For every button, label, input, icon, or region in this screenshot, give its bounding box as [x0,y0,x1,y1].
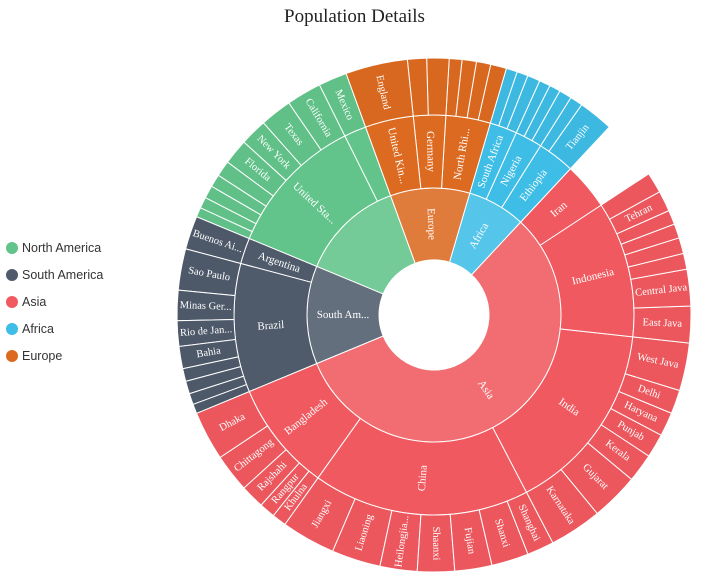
region-segment[interactable] [587,424,650,481]
region-segment[interactable] [600,407,662,457]
region-segment[interactable] [498,71,529,130]
chart-legend: North America South America Asia Africa Euro… [6,234,103,369]
segment-label: South Am... [317,309,370,321]
region-segment[interactable] [332,498,393,567]
legend-item[interactable]: Europe [6,342,103,369]
region-segment[interactable] [455,58,478,119]
region-segment[interactable] [260,462,310,517]
center-hole [379,260,489,370]
region-segment[interactable] [182,356,242,382]
region-segment[interactable] [620,223,680,256]
region-segment[interactable] [288,84,346,151]
legend-label: Africa [22,321,54,336]
region-segment[interactable] [610,390,673,436]
region-segment[interactable] [178,338,240,370]
region-segment[interactable] [426,57,450,116]
region-segment[interactable] [199,197,257,233]
region-segment[interactable] [600,173,661,220]
legend-label: Asia [22,294,47,309]
region-segment[interactable] [243,122,302,182]
segment-label: Germany [424,131,437,173]
region-segment[interactable] [548,103,610,170]
chart-title: Population Details [284,6,425,27]
region-segment[interactable] [624,336,691,392]
region-segment[interactable] [515,80,551,138]
region-segment[interactable] [608,191,670,235]
region-segment[interactable] [195,390,269,459]
region-segment[interactable] [204,185,262,225]
region-segment[interactable] [188,375,248,406]
segment-label: Fujian [462,527,477,556]
region-segment[interactable] [379,509,422,572]
region-segment[interactable] [539,96,583,153]
region-segment[interactable] [506,75,541,134]
region-segment[interactable] [416,513,456,573]
segment-label: Bahia [196,345,222,360]
region-segment[interactable] [627,252,688,280]
region-segment[interactable] [531,90,572,147]
region-segment[interactable] [466,60,492,121]
legend-label: North America [22,240,102,255]
segment-label: China [416,464,430,491]
legend-marker-icon [6,295,18,308]
region-segment[interactable] [226,141,287,197]
legend-item[interactable]: Africa [6,315,103,342]
region-segment[interactable] [616,209,676,245]
region-segment[interactable] [632,305,692,344]
region-segment[interactable] [525,468,598,544]
region-segment[interactable] [523,84,561,142]
region-segment[interactable] [630,268,692,309]
region-segment[interactable] [176,318,237,348]
region-segment[interactable] [176,289,236,322]
region-segment[interactable] [406,57,429,117]
region-segment[interactable] [219,425,287,489]
region-segment[interactable] [195,207,253,240]
legend-item[interactable]: North America [6,234,103,261]
legend-marker-icon [6,349,18,362]
region-segment[interactable] [449,509,493,572]
legend-item[interactable]: Asia [6,288,103,315]
segment-label: East Java [642,317,682,329]
region-segment[interactable] [284,477,356,552]
region-segment[interactable] [185,366,245,395]
region-segment[interactable] [243,448,301,506]
region-segment[interactable] [477,63,508,124]
region-segment[interactable] [624,237,685,268]
legend-label: South America [22,267,104,282]
legend-marker-icon [6,322,18,335]
region-segment[interactable] [217,161,274,207]
region-segment[interactable] [262,102,322,167]
region-segment[interactable] [192,383,250,415]
legend-marker-icon [6,268,18,281]
segment-label: Brazil [257,319,285,333]
region-segment[interactable] [345,58,414,128]
segment-label: Minas Ger... [180,300,232,313]
region-segment[interactable] [210,174,267,216]
region-segment[interactable] [618,373,681,414]
legend-label: Europe [22,348,63,363]
legend-marker-icon [6,241,18,254]
segment-label: Europe [425,208,438,240]
region-segment[interactable] [177,248,242,297]
region-segment[interactable] [560,442,633,515]
country-segment[interactable] [519,168,602,246]
region-segment[interactable] [478,500,529,566]
region-segment[interactable] [445,57,463,117]
segment-label: Shaanxi [430,527,441,561]
region-segment[interactable] [506,491,554,555]
region-segment[interactable] [185,216,250,265]
region-segment[interactable] [489,67,518,127]
segment-label: Rio de Jan... [180,324,233,339]
region-segment[interactable] [272,470,319,526]
legend-item[interactable]: South America [6,261,103,288]
